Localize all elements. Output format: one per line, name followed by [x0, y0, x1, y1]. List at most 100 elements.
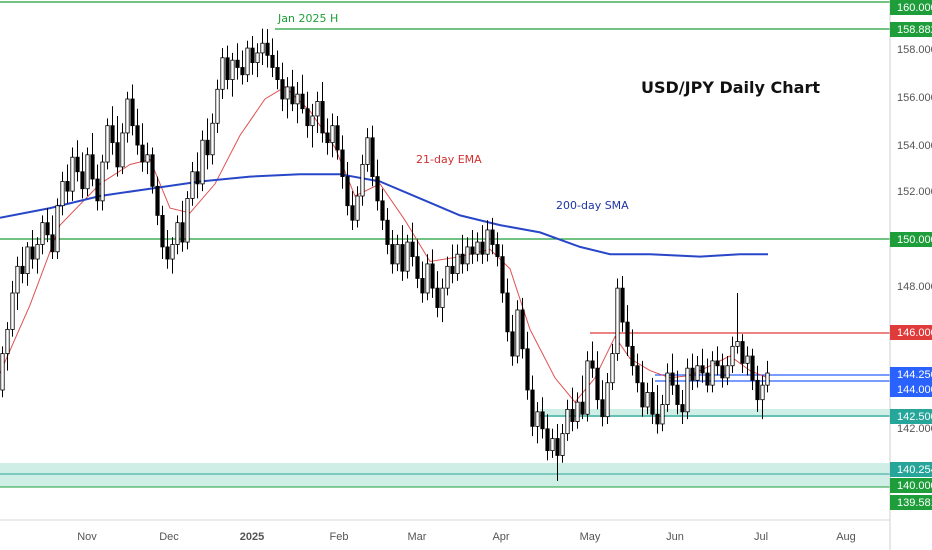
price-levels — [0, 1, 890, 488]
candle-body — [130, 98, 135, 127]
candle-body — [455, 253, 460, 274]
x-tick: May — [580, 531, 601, 543]
candle-body — [60, 181, 65, 207]
annotation-jan-high: Jan 2025 H — [277, 12, 338, 25]
candle-body — [190, 171, 195, 199]
candle-body — [65, 181, 70, 192]
annotation-ema: 21-day EMA — [416, 153, 482, 166]
price-label-150: 150.000 — [897, 234, 932, 246]
candle-body — [5, 328, 10, 355]
candle-body — [335, 125, 340, 151]
price-label-badge — [890, 478, 932, 493]
candle-body — [435, 287, 440, 308]
candle-body — [570, 408, 575, 422]
candle-body — [290, 86, 295, 105]
candle-body — [215, 88, 220, 124]
candle-body — [575, 401, 580, 422]
candle-body — [265, 42, 270, 56]
candle-body — [155, 185, 160, 216]
x-tick: Aug — [836, 531, 856, 543]
x-tick: Apr — [492, 531, 509, 543]
y-tick: 152.000 — [897, 186, 932, 198]
candle-body — [735, 341, 740, 347]
candle-body — [585, 360, 590, 415]
candle-body — [415, 256, 420, 279]
price-label-142-5: 142.500 — [897, 411, 932, 423]
candle-body — [530, 389, 535, 427]
candle-body — [750, 355, 755, 381]
price-label-158-882: 158.882 — [897, 24, 932, 36]
candle-body — [55, 205, 60, 253]
candle-body — [260, 42, 265, 54]
chart-title: USD/JPY Daily Chart — [641, 78, 820, 97]
candle-body — [180, 222, 185, 243]
price-label-144-25: 144.250 — [897, 369, 932, 381]
price-label-160: 160.000 — [897, 2, 932, 14]
candle-body — [710, 360, 715, 386]
candle-body — [445, 265, 450, 289]
candle-body — [270, 54, 275, 68]
candle-body — [485, 229, 490, 255]
candle-body — [165, 246, 170, 260]
candle-body — [645, 392, 650, 408]
candle-body — [175, 222, 180, 245]
y-tick: 154.000 — [897, 140, 932, 152]
candles — [0, 28, 770, 481]
price-label-144: 144.000 — [897, 384, 932, 396]
candle-body — [675, 384, 680, 405]
x-tick: Nov — [77, 531, 97, 543]
candle-body — [360, 164, 365, 197]
candle-body — [605, 382, 610, 418]
candle-body — [330, 125, 335, 144]
candle-body — [525, 348, 530, 391]
candle-body — [385, 219, 390, 245]
candle-body — [410, 241, 415, 258]
candle-body — [125, 98, 130, 134]
candle-body — [640, 382, 645, 408]
candle-body — [295, 93, 300, 105]
candle-body — [230, 59, 235, 81]
candle-body — [490, 229, 495, 245]
y-tick: 156.000 — [897, 92, 932, 104]
candle-body — [240, 67, 245, 76]
candle-body — [80, 171, 85, 190]
candle-body — [395, 244, 400, 265]
candle-body — [655, 413, 660, 425]
candle-body — [700, 365, 705, 374]
candle-body — [705, 372, 710, 386]
candle-body — [275, 67, 280, 80]
candle-body — [370, 137, 375, 178]
candle-body — [390, 244, 395, 265]
candle-body — [465, 246, 470, 265]
candle-body — [420, 278, 425, 294]
candle-body — [30, 246, 35, 260]
candle-body — [615, 287, 620, 355]
candle-body — [765, 372, 770, 386]
candle-body — [320, 101, 325, 134]
candle-body — [630, 345, 635, 367]
price-labels: 160.000 158.882 150.000 146.000 144.250 … — [890, 0, 932, 510]
candle-body — [205, 139, 210, 156]
candle-body — [495, 244, 500, 258]
candle-body — [520, 309, 525, 350]
candle-body — [345, 176, 350, 207]
candle-body — [170, 244, 175, 260]
x-tick: Jul — [754, 531, 768, 543]
candle-body — [210, 122, 215, 156]
candle-body — [315, 101, 320, 117]
candle-body — [690, 367, 695, 381]
time-axis: Nov Dec 2025 Feb Mar Apr May Jun Jul Aug — [77, 531, 856, 543]
candle-body — [555, 438, 560, 456]
candle-body — [150, 154, 155, 187]
candle-body — [725, 365, 730, 379]
y-tick: 148.000 — [897, 281, 932, 293]
candle-body — [255, 52, 260, 64]
candle-body — [250, 47, 255, 64]
candle-body — [135, 125, 140, 146]
candle-body — [280, 79, 285, 100]
candle-body — [650, 392, 655, 415]
candle-body — [755, 379, 760, 401]
candle-body — [470, 246, 475, 255]
candle-body — [715, 360, 720, 367]
candle-body — [70, 156, 75, 192]
